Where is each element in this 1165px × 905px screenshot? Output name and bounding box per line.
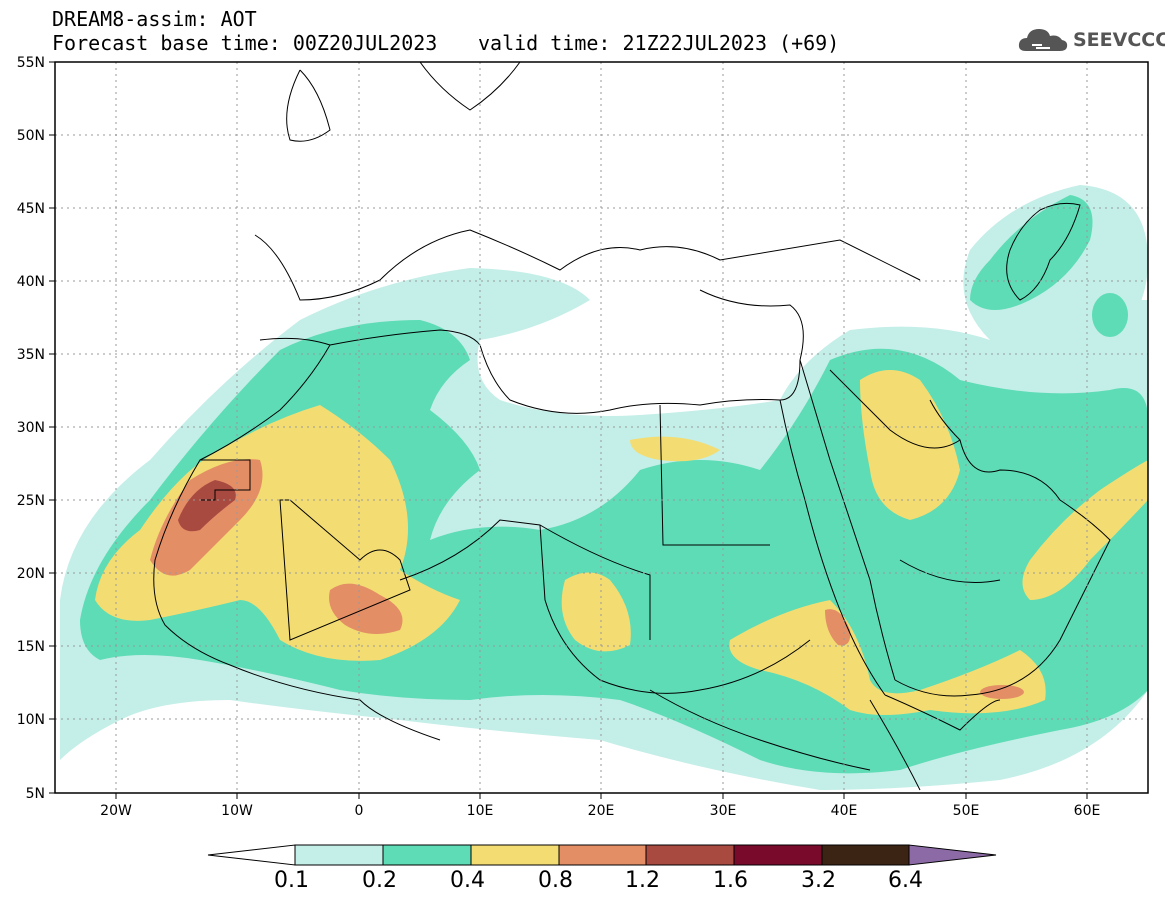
colorbar-swatch [470, 844, 560, 866]
logo-text: SEEVCCC [1073, 29, 1165, 51]
lon-label: 10W [221, 803, 253, 819]
lat-label: 25N [17, 493, 45, 509]
colorbar-swatch [821, 844, 910, 866]
seevccc-logo: SEEVCCC [1018, 25, 1165, 55]
map-title: DREAM8-assim: AOT [52, 7, 257, 31]
graticule [55, 62, 1148, 793]
border-algeria-mali [279, 499, 411, 641]
lat-label: 5N [26, 786, 45, 802]
colorbar [207, 844, 997, 866]
colorbar-label: 3.2 [801, 868, 836, 893]
coastline-west-africa [153, 337, 441, 741]
lon-label: 40E [831, 803, 858, 819]
lat-label: 55N [17, 55, 45, 71]
border-libya-egypt [659, 404, 770, 546]
tick-marks [49, 61, 1088, 799]
latitude-labels: 55N 50N 45N 40N 35N 30N 25N 20N 15N 10N … [17, 55, 45, 802]
aot-region-02c [1092, 293, 1128, 337]
lon-label: 60E [1074, 803, 1101, 819]
colorbar-label: 0.4 [450, 868, 485, 893]
coastline-north-africa [329, 329, 801, 414]
colorbar-label: 1.2 [625, 868, 660, 893]
lon-label: 10E [467, 803, 494, 819]
lon-label: 20E [588, 803, 615, 819]
coastline-scandinavia [419, 62, 521, 111]
lat-label: 20N [17, 566, 45, 582]
colorbar-label: 0.1 [274, 868, 309, 893]
lat-label: 30N [17, 420, 45, 436]
lon-label: 30E [710, 803, 737, 819]
forecast-base-time: Forecast base time: 00Z20JUL2023 [52, 31, 438, 55]
coastline-europe [254, 229, 921, 301]
aot-region-12 [178, 480, 236, 532]
border-sudan [539, 524, 811, 694]
colorbar-label: 0.8 [538, 868, 573, 893]
colorbar-swatch [294, 844, 384, 866]
aot-region-02b [970, 195, 1093, 310]
colorbar-label: 6.4 [888, 868, 923, 893]
lat-label: 35N [17, 347, 45, 363]
longitude-labels: 20W 10W 0 10E 20E 30E 40E 50E 60E [100, 803, 1100, 819]
aot-field [60, 185, 1148, 790]
lat-label: 50N [17, 128, 45, 144]
colorbar-swatch [733, 844, 823, 866]
coastline-arabia [894, 399, 1111, 697]
coastline-uk [286, 69, 331, 142]
coastline-red-sea-east [799, 359, 896, 681]
aot-region-04c [729, 600, 1046, 715]
lat-label: 40N [17, 274, 45, 290]
colorbar-high-arrow [908, 844, 997, 866]
colorbar-label: 1.6 [713, 868, 748, 893]
coastline-red-sea-west [779, 399, 886, 696]
coastline-mediterranean-east [699, 289, 804, 361]
lon-label: 20W [100, 803, 132, 819]
lat-label: 15N [17, 639, 45, 655]
aot-region-04b [561, 572, 631, 652]
aot-region-04f [630, 436, 720, 462]
aot-region-08d [980, 685, 1024, 699]
colorbar-swatch [382, 844, 472, 866]
lon-label: 50E [953, 803, 980, 819]
aot-region-04e [1022, 460, 1148, 600]
colorbar-swatch [558, 844, 647, 866]
coastlines [153, 62, 1111, 791]
cloud-icon [1018, 29, 1068, 51]
lat-label: 45N [17, 201, 45, 217]
colorbar-label: 0.2 [362, 868, 397, 893]
aot-region-04d [860, 370, 960, 520]
lat-label: 10N [17, 712, 45, 728]
valid-time: valid time: 21Z22JUL2023 (+69) [478, 31, 840, 55]
coastline-caspian [1006, 202, 1081, 301]
border-east-africa [649, 689, 921, 791]
aot-region-08c [825, 609, 851, 646]
coastline-horn [884, 694, 1001, 731]
border-arabia [829, 369, 1001, 583]
lon-label: 0 [355, 803, 364, 819]
colorbar-low-arrow [207, 844, 296, 866]
colorbar-swatch [645, 844, 735, 866]
